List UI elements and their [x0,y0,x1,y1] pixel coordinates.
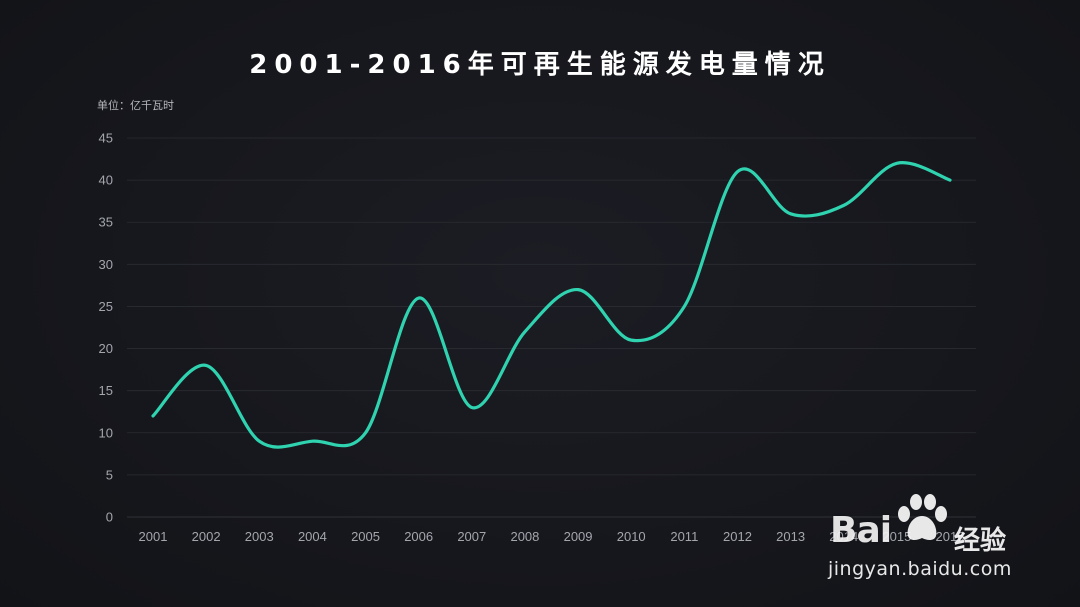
series-line [151,161,952,449]
x-tick-label: 2004 [298,529,327,544]
x-tick-label: 2008 [510,529,539,544]
x-axis-ticks: 2001 2002 2003 2004 2005 2006 2007 2008 2009 2010… [139,529,965,544]
y-tick-label: 10 [99,425,113,440]
x-tick-label: 2015 [882,529,911,544]
x-tick-label: 2007 [457,529,486,544]
grid-lines [127,137,976,518]
y-tick-label: 0 [106,510,113,525]
watermark-url: jingyan.baidu.com [828,558,1012,580]
y-tick-label: 45 [99,131,113,146]
x-tick-label: 2014 [829,529,858,544]
x-tick-label: 2002 [192,529,221,544]
series-layer [151,161,952,449]
y-tick-label: 15 [99,383,113,398]
y-axis-ticks: 0 5 10 15 20 25 30 35 40 45 [99,131,113,525]
y-tick-label: 35 [99,215,113,230]
x-tick-label: 2006 [404,529,433,544]
x-tick-label: 2009 [564,529,593,544]
x-tick-label: 2013 [776,529,805,544]
x-tick-label: 2003 [245,529,274,544]
y-tick-label: 30 [99,257,113,272]
y-tick-label: 20 [99,341,113,356]
x-tick-label: 2012 [723,529,752,544]
y-tick-label: 40 [99,173,113,188]
x-tick-label: 2011 [670,529,698,544]
x-tick-label: 2001 [139,529,168,544]
x-tick-label: 2010 [617,529,646,544]
x-tick-label: 2016 [936,529,965,544]
x-tick-label: 2005 [351,529,380,544]
y-tick-label: 5 [106,467,113,482]
y-tick-label: 25 [99,299,113,314]
baidu-jingyan-watermark: Bai 经验 jingyan.baidu.com [826,488,1026,588]
unit-label: 单位：亿千瓦时 [97,99,174,112]
watermark-jingyan: 经验 [954,526,1007,556]
paw-icon [898,494,947,540]
chart-title: 2001-2016年可再生能源发电量情况 [249,50,831,80]
watermark-brand: Bai [830,510,892,551]
